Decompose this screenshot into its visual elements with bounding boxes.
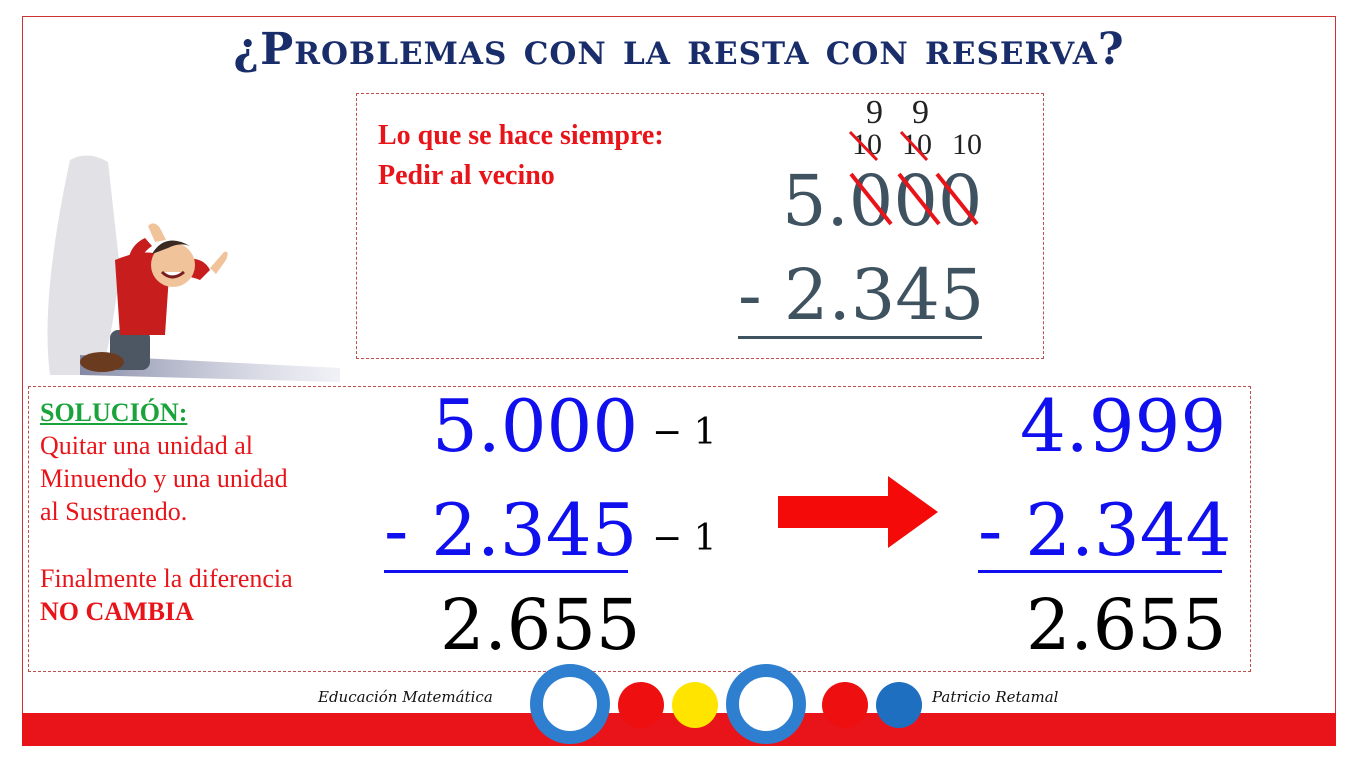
right-minuend: 4.999 (1020, 384, 1227, 468)
left-subtrahend: - 2.345 (384, 488, 638, 572)
strike-marks (848, 130, 979, 226)
note-line-1: Lo que se hace siempre: (378, 120, 664, 151)
right-subtrahend: - 2.344 (978, 488, 1232, 572)
blue-ring-logo (726, 664, 806, 744)
solution-line-2: Minuendo y una unidad (40, 464, 288, 493)
traditional-method-box (356, 93, 1044, 359)
solution-heading: SOLUCIÓN: (40, 398, 188, 427)
right-arrow-icon (778, 476, 938, 548)
solution-box (28, 386, 1251, 672)
blue-dot-logo (876, 682, 922, 728)
left-underline (384, 570, 628, 573)
solution-text: SOLUCIÓN: Quitar una unidad al Minuendo … (40, 396, 293, 628)
red-dot-logo (822, 682, 868, 728)
top-minuend: 5.000 (782, 160, 983, 242)
solution-line-1: Quitar una unidad al (40, 431, 253, 460)
minus-one: − 1 (652, 412, 717, 453)
minus-one: − 1 (652, 518, 717, 559)
red-dot-logo (618, 682, 664, 728)
footer-left-text: Educación Matemática (318, 688, 493, 706)
borrow-ten: 10 (852, 128, 882, 161)
note-line-2: Pedir al vecino (378, 160, 555, 191)
yellow-dot-logo (672, 682, 718, 728)
borrow-digit: 9 (912, 94, 929, 131)
left-minuend: 5.000 (432, 384, 639, 468)
solution-line-3: al Sustraendo. (40, 497, 188, 526)
blue-ring-logo (530, 664, 610, 744)
right-underline (978, 570, 1222, 573)
top-underline (738, 336, 982, 339)
left-result: 2.655 (440, 584, 641, 666)
right-result: 2.655 (1026, 584, 1227, 666)
solution-line-4: Finalmente la diferencia (40, 564, 293, 593)
borrow-digit: 9 (866, 94, 883, 131)
top-subtrahend: - 2.345 (738, 254, 985, 336)
footer-right-text: Patricio Retamal (932, 688, 1059, 706)
traditional-method-note: Lo que se hace siempre: Pedir al vecino (378, 116, 664, 196)
person-kneeling-illustration (47, 155, 340, 382)
borrow-ten: 10 (902, 128, 932, 161)
borrow-ten: 10 (952, 128, 982, 161)
solution-line-5: NO CAMBIA (40, 597, 194, 626)
page-title: ¿Problemas con la resta con reserva? (233, 24, 1125, 75)
